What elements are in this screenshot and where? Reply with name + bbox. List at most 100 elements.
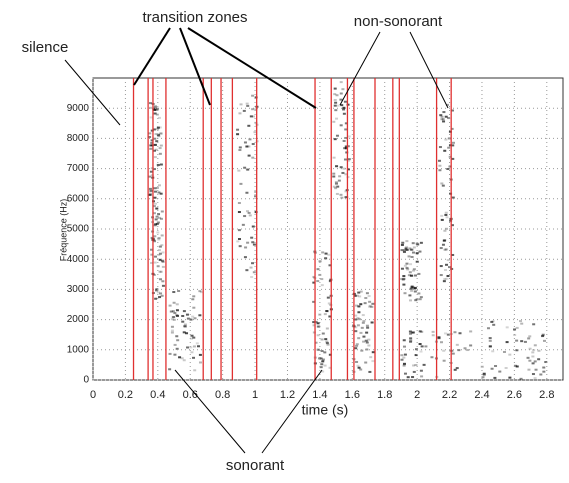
spectrogram-cell bbox=[366, 326, 370, 329]
spectrogram-cell bbox=[365, 331, 369, 334]
spectrogram-cell bbox=[153, 196, 157, 199]
spectrogram-cell bbox=[414, 364, 418, 367]
spectrogram-cell bbox=[415, 348, 419, 351]
spectrogram-cell bbox=[526, 356, 530, 359]
spectrogram-cell bbox=[312, 300, 316, 303]
spectrogram-cell bbox=[448, 144, 452, 147]
spectrogram-cell bbox=[245, 102, 249, 105]
spectrogram-cell bbox=[533, 360, 537, 363]
spectrogram-cell bbox=[158, 216, 162, 219]
spectrogram-cell bbox=[328, 280, 332, 283]
annotation-line bbox=[179, 27, 211, 106]
spectrogram-cell bbox=[312, 275, 316, 278]
spectrogram-cell bbox=[431, 330, 435, 333]
spectrogram-cell bbox=[156, 126, 160, 129]
annotation-line bbox=[64, 59, 121, 126]
spectrogram-cell bbox=[341, 171, 345, 174]
spectrogram-cell bbox=[149, 116, 153, 119]
spectrogram-cell bbox=[251, 156, 255, 159]
spectrogram-cell bbox=[533, 344, 537, 347]
spectrogram-cell bbox=[148, 102, 152, 105]
spectrogram-cell bbox=[154, 218, 158, 221]
spectrogram-cell bbox=[418, 330, 422, 333]
spectrogram-cell bbox=[158, 147, 162, 150]
spectrogram-cell bbox=[443, 229, 447, 232]
spectrogram-cell bbox=[438, 169, 442, 172]
spectrogram-cell bbox=[371, 351, 375, 354]
spectrogram-cell bbox=[418, 343, 422, 346]
spectrogram-cell bbox=[198, 314, 202, 317]
spectrogram-cell bbox=[172, 318, 176, 321]
spectrogram-cell bbox=[403, 353, 407, 356]
spectrogram-cell bbox=[359, 303, 363, 306]
spectrogram-cell bbox=[515, 365, 519, 368]
spectrogram-cell bbox=[415, 298, 419, 301]
spectrogram-cell bbox=[424, 345, 428, 348]
spectrogram-cell bbox=[457, 349, 461, 352]
spectrogram-cell bbox=[183, 325, 187, 328]
spectrogram-cell bbox=[531, 373, 535, 376]
spectrogram-cell bbox=[320, 284, 324, 287]
spectrogram-cell bbox=[321, 370, 325, 373]
spectrogram-cell bbox=[430, 356, 434, 359]
spectrogram-cell bbox=[251, 241, 255, 244]
spectrogram-cell bbox=[157, 135, 161, 138]
spectrogram-cell bbox=[153, 156, 157, 159]
spectrogram-cell bbox=[161, 260, 165, 263]
spectrogram-cell bbox=[175, 303, 179, 306]
annotation: silence bbox=[22, 39, 69, 56]
spectrogram-cell bbox=[327, 253, 331, 256]
spectrogram-cell bbox=[161, 284, 165, 287]
spectrogram-cell bbox=[175, 309, 179, 312]
spectrogram-cell bbox=[180, 357, 184, 360]
spectrogram-cell bbox=[409, 340, 413, 343]
x-tick-label: 2.8 bbox=[539, 389, 554, 401]
spectrogram-cell bbox=[182, 359, 186, 362]
spectrogram-cell bbox=[362, 335, 366, 338]
spectrogram-cell bbox=[153, 112, 157, 115]
spectrogram-cell bbox=[446, 333, 450, 336]
spectrogram-cell bbox=[185, 313, 189, 316]
spectrogram-cell bbox=[402, 283, 406, 286]
spectrogram-cell bbox=[152, 205, 156, 208]
spectrogram-cell bbox=[246, 210, 250, 213]
spectrogram-cell bbox=[410, 286, 414, 289]
spectrogram-cell bbox=[150, 141, 154, 144]
spectrogram-cell bbox=[333, 104, 337, 107]
spectrogram-cell bbox=[153, 143, 157, 146]
spectrogram-cell bbox=[402, 345, 406, 348]
y-tick-label: 8000 bbox=[67, 133, 90, 144]
spectrogram-cell bbox=[148, 106, 152, 109]
spectrogram-cell bbox=[451, 144, 455, 147]
spectrogram-cell bbox=[243, 215, 247, 218]
spectrogram-cell bbox=[186, 346, 190, 349]
spectrogram-cell bbox=[441, 118, 445, 121]
spectrogram-cell bbox=[149, 170, 153, 173]
spectrogram-cell bbox=[419, 350, 423, 353]
spectrogram-cell bbox=[528, 359, 532, 362]
spectrogram-cell bbox=[347, 158, 351, 161]
spectrogram-cell bbox=[159, 192, 163, 195]
spectrogram-texture bbox=[148, 81, 548, 380]
spectrogram-cell bbox=[401, 241, 405, 244]
spectrogram-cell bbox=[157, 184, 161, 187]
spectrogram-cell bbox=[248, 138, 252, 141]
spectrogram-cell bbox=[370, 321, 374, 324]
spectrogram-cell bbox=[528, 347, 532, 350]
spectrogram-cell bbox=[345, 151, 349, 154]
spectrogram-cell bbox=[320, 278, 324, 281]
spectrogram-cell bbox=[237, 169, 241, 172]
spectrogram-cell bbox=[542, 339, 546, 342]
spectrogram-cell bbox=[321, 358, 325, 361]
spectrogram-cell bbox=[327, 302, 331, 305]
spectrogram-cell bbox=[355, 294, 359, 297]
spectrogram-cell bbox=[356, 324, 360, 327]
spectrogram-cell bbox=[247, 145, 251, 148]
spectrogram-cell bbox=[339, 81, 343, 84]
spectrogram-cell bbox=[431, 334, 435, 337]
spectrogram-cell bbox=[441, 243, 445, 246]
spectrogram-cell bbox=[198, 361, 202, 364]
spectrogram-cell bbox=[438, 159, 442, 162]
spectrogram-cell bbox=[408, 247, 412, 250]
